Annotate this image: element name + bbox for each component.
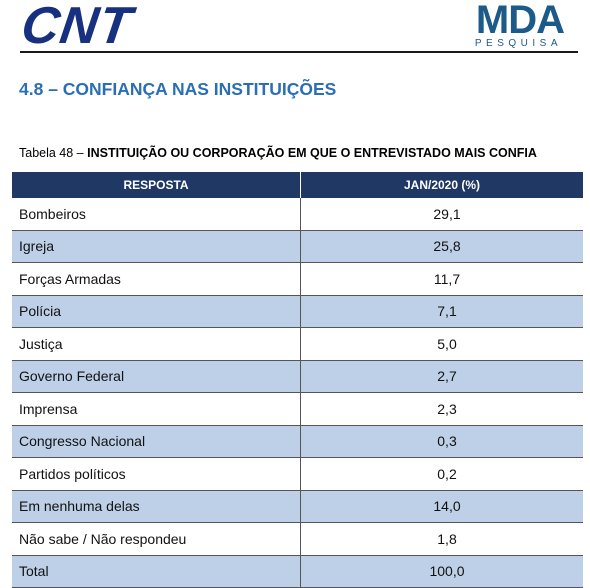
row-label: Governo Federal	[12, 360, 301, 392]
row-divider	[12, 522, 583, 523]
table-row: Igreja 25,8	[12, 230, 583, 262]
row-divider	[12, 489, 583, 491]
row-divider	[12, 262, 583, 263]
row-label: Forças Armadas	[12, 263, 301, 295]
row-label: Bombeiros	[12, 198, 301, 230]
table-row: Partidos políticos 0,2	[12, 458, 583, 490]
row-label: Imprensa	[12, 393, 301, 425]
row-divider	[12, 554, 583, 556]
row-value: 2,7	[437, 368, 457, 385]
table-row: Governo Federal 2,7	[12, 360, 583, 392]
row-value: 25,8	[433, 238, 461, 255]
column-header-resposta: RESPOSTA	[12, 172, 301, 198]
row-label: Polícia	[12, 295, 301, 327]
row-label: Justiça	[12, 328, 301, 360]
row-divider	[12, 457, 583, 458]
table-row: Forças Armadas 11,7	[12, 263, 583, 295]
table-caption-title: INSTITUIÇÃO OU CORPORAÇÃO EM QUE O ENTRE…	[87, 146, 537, 160]
row-label: Partidos políticos	[12, 458, 301, 490]
table-row: Total 100,0	[12, 555, 583, 587]
table-row: Bombeiros 29,1	[12, 198, 583, 230]
row-label: Em nenhuma delas	[12, 490, 301, 522]
row-divider	[12, 392, 583, 393]
row-divider	[12, 327, 583, 328]
table-body: Bombeiros 29,1 Igreja 25,8 Forças Armadas 11,…	[12, 198, 583, 588]
header-divider	[20, 51, 578, 53]
row-value: 14,0	[433, 498, 461, 515]
row-divider	[12, 424, 583, 426]
row-label: Congresso Nacional	[12, 425, 301, 457]
row-divider	[12, 229, 583, 231]
row-label: Igreja	[12, 230, 301, 262]
cnt-logo: CNT	[17, 0, 136, 55]
row-value: 2,3	[437, 400, 457, 417]
row-value: 11,7	[433, 270, 461, 287]
row-value: 0,3	[437, 433, 457, 450]
table-row: Em nenhuma delas 14,0	[12, 490, 583, 522]
row-divider	[12, 359, 583, 361]
row-value: 0,2	[437, 465, 457, 482]
column-header-jan2020: JAN/2020 (%)	[403, 178, 481, 192]
table-header: RESPOSTA JAN/2020 (%)	[12, 172, 583, 198]
row-label: Total	[12, 555, 301, 587]
row-label: Não sabe / Não respondeu	[12, 523, 301, 555]
mda-logo: MDA PESQUISA	[460, 0, 572, 50]
row-value: 5,0	[437, 335, 457, 352]
mda-logo-subtext: PESQUISA	[474, 38, 562, 49]
mda-logo-text: MDA	[475, 0, 565, 42]
section-title: 4.8 – CONFIANÇA NAS INSTITUIÇÕES	[19, 79, 337, 99]
table-row: Polícia 7,1	[12, 295, 583, 327]
row-value: 29,1	[433, 205, 461, 222]
page-header: CNT MDA PESQUISA	[0, 0, 590, 56]
table-row: Justiça 5,0	[12, 328, 583, 360]
table-caption: Tabela 48 – INSTITUIÇÃO OU CORPORAÇÃO EM…	[19, 146, 537, 160]
row-value: 7,1	[437, 303, 457, 320]
row-value: 100,0	[429, 563, 465, 580]
table-row: Congresso Nacional 0,3	[12, 425, 583, 457]
table-caption-prefix: Tabela 48 –	[19, 146, 84, 160]
table-row: Não sabe / Não respondeu 1,8	[12, 523, 583, 555]
data-table: RESPOSTA JAN/2020 (%) Bombeiros 29,1 Igrej…	[12, 172, 583, 588]
table-row: Imprensa 2,3	[12, 393, 583, 425]
row-divider	[12, 294, 583, 296]
row-value: 1,8	[437, 530, 457, 547]
